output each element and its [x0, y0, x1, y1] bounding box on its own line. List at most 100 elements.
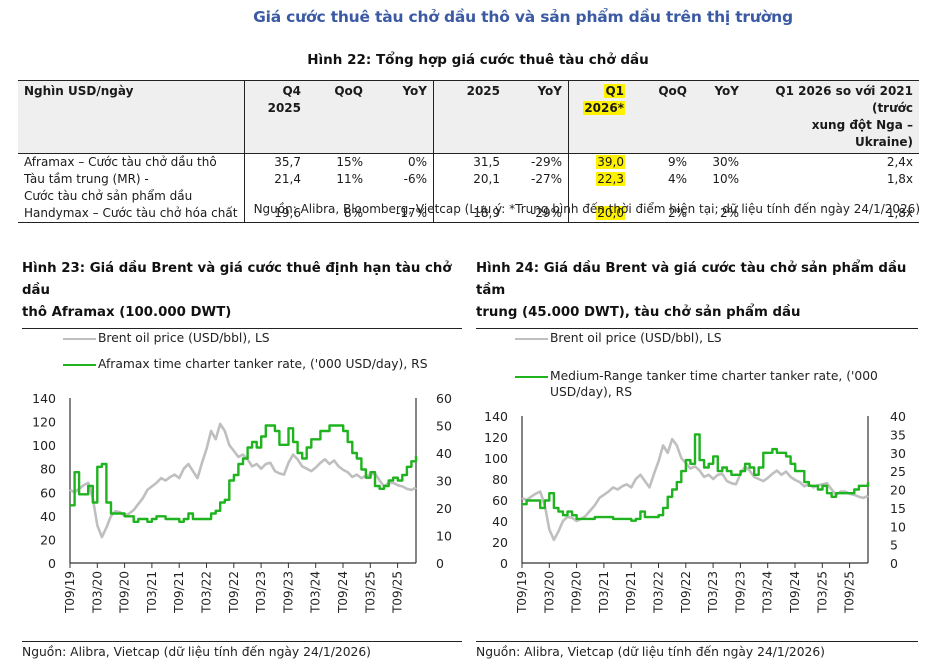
cell-qoq: 11%	[336, 172, 363, 186]
brent-price-line	[69, 422, 417, 539]
left-axis-tick-label: 80	[40, 462, 56, 477]
row-name: Tàu tầm trung (MR) - Cước tàu chở sản phẩ…	[18, 171, 245, 205]
header-q1-2026: Q1 2026*	[568, 80, 631, 154]
right-axis-tick-label: 10	[436, 529, 452, 544]
x-axis-tick-label: T03/21	[597, 571, 611, 614]
x-axis-tick-label: T09/24	[788, 571, 802, 614]
figure24-source-rule	[476, 641, 918, 642]
x-axis-tick-label: T03/23	[706, 571, 720, 614]
x-axis-tick-label: T03/20	[90, 571, 104, 614]
cell-2025: 20,1	[473, 172, 500, 186]
cell-qoq: 15%	[336, 155, 363, 169]
table-row: Tàu tầm trung (MR) - Cước tàu chở sản phẩ…	[18, 171, 919, 205]
x-axis-tick-label: T03/21	[145, 571, 159, 614]
cell-q4-2025: 19,6	[244, 205, 307, 223]
header-q1-line2: 2026*	[583, 101, 625, 115]
figure23-footer: Nguồn: Alibra, Vietcap (dữ liệu tính đến…	[22, 641, 462, 659]
cell-yoy-2025: -27%	[506, 171, 569, 205]
x-axis-tick-label: T09/22	[227, 571, 241, 614]
cell-vs-2021: 2,4x	[886, 155, 913, 169]
cell-qoq-q1: 4%	[667, 172, 687, 186]
cell-q1-2026-value: 39,0	[596, 155, 625, 169]
right-axis-tick-label: 40	[436, 446, 452, 461]
x-axis-tick-label: T09/21	[624, 571, 638, 614]
legend-label: Brent oil price (USD/bbl), LS	[98, 331, 270, 345]
legend-swatch-green	[63, 364, 96, 366]
x-axis-tick-label: T03/25	[363, 571, 377, 614]
legend-item-mr: Medium-Range tanker time charter tanker …	[515, 368, 915, 400]
x-axis-tick-label: T09/23	[733, 571, 747, 614]
header-2025: 2025	[433, 80, 506, 154]
figure24-footer: Nguồn: Alibra, Vietcap (dữ liệu tính đến…	[476, 641, 918, 659]
figure24-header: Hình 24: Giá dầu Brent và giá cước tàu c…	[476, 258, 921, 329]
cell-2025: 31,5	[473, 155, 500, 169]
left-axis-tick-label: 60	[492, 493, 508, 508]
left-axis-tick-label: 80	[492, 472, 508, 487]
x-axis-tick-label: T09/20	[570, 571, 584, 614]
row-name-line2: Cước tàu chở sản phẩm dầu	[24, 189, 193, 203]
right-axis-tick-label: 40	[890, 409, 906, 424]
cell-qoq-q1: 2%	[631, 205, 693, 223]
cell-q1-2026: 39,0	[569, 154, 632, 172]
cell-yoy-2025: -29%	[506, 153, 569, 171]
header-q1-line1: Q1	[604, 84, 625, 98]
right-axis-tick-label: 5	[890, 538, 898, 553]
right-axis-tick-label: 20	[890, 483, 906, 498]
right-axis-tick-label: 25	[890, 464, 906, 479]
cell-yoy: -6%	[369, 171, 434, 205]
x-axis-tick-label: T03/24	[761, 571, 775, 614]
legend-item-aframax: Aframax time charter tanker rate, ('000 …	[63, 356, 463, 372]
legend-label: Aframax time charter tanker rate, ('000 …	[98, 357, 428, 371]
figure23-title-line2: thô Aframax (100.000 DWT)	[22, 305, 232, 320]
left-axis-tick-label: 140	[484, 409, 508, 424]
table-row: Handymax – Cước tàu chở hóa chất 19,6 8%…	[18, 205, 919, 223]
right-axis-tick-label: 30	[436, 474, 452, 489]
header-unit: Nghìn USD/ngày	[18, 80, 245, 154]
right-axis-tick-label: 15	[890, 501, 906, 516]
legend-item-brent: Brent oil price (USD/bbl), LS	[515, 330, 915, 346]
left-axis-tick-label: 20	[40, 532, 56, 547]
left-axis-tick-label: 0	[48, 556, 56, 571]
right-axis-tick-label: 10	[890, 519, 906, 534]
right-axis-tick-label: 60	[436, 391, 452, 406]
cell-q1-2026-value: 22,3	[596, 172, 625, 186]
figure22-title: Hình 22: Tổng hợp giá cước thuê tàu chở …	[307, 52, 649, 68]
cell-yoy-q1: 30%	[712, 155, 739, 169]
row-name: Handymax – Cước tàu chở hóa chất	[18, 205, 245, 223]
left-axis-tick-label: 60	[40, 485, 56, 500]
header-vs2021-line1: Q1 2026 so với 2021 (trước	[775, 84, 913, 115]
x-axis-tick-label: T09/20	[118, 571, 132, 614]
header-unit-text: Nghìn USD/ngày	[24, 84, 134, 98]
left-axis-tick-label: 40	[40, 509, 56, 524]
header-vs-2021: Q1 2026 so với 2021 (trước xung đột Nga –…	[745, 80, 919, 154]
cell-2025: 18,9	[433, 205, 506, 223]
table-row: Aframax – Cước tàu chở dầu thô 35,7 15% …	[18, 153, 919, 172]
right-axis-tick-label: 0	[890, 556, 898, 571]
cell-q4-2025: 35,7	[274, 155, 301, 169]
tanker-rate-line	[522, 433, 870, 522]
x-axis-tick-label: T03/23	[254, 571, 268, 614]
cell-yoy: -17%	[369, 205, 434, 223]
cell-vs-2021: 1,8x	[886, 172, 913, 186]
right-axis-tick-label: 30	[890, 446, 906, 461]
cell-q1-2026-value: 20,0	[596, 206, 625, 220]
x-axis-tick-label: T03/22	[652, 571, 666, 614]
x-axis-tick-label: T09/23	[281, 571, 295, 614]
left-axis-tick-label: 120	[484, 430, 508, 445]
cell-qoq-q1: 9%	[667, 155, 687, 169]
cell-qoq: 8%	[307, 205, 369, 223]
header-vs2021-line2: xung đột Nga – Ukraine)	[811, 118, 913, 149]
legend-label: Brent oil price (USD/bbl), LS	[550, 331, 722, 345]
legend-swatch-green	[515, 376, 548, 378]
figure23-header: Hình 23: Giá dầu Brent và giá cước thuê …	[22, 258, 462, 329]
figure23-chart: 0 20 40 60 80 100 120 140 0 10 20 30 40 50 60 T09/19 T03…	[32, 391, 452, 614]
x-axis-tick-label: T03/20	[542, 571, 556, 614]
legend-swatch-gray	[515, 338, 548, 340]
figure23-title-rule	[22, 328, 462, 329]
cell-vs-2021: 1,8x	[745, 205, 919, 223]
left-axis-tick-label: 100	[32, 438, 56, 453]
figure23-source: Nguồn: Alibra, Vietcap (dữ liệu tính đến…	[22, 645, 371, 659]
header-yoy: YoY	[369, 80, 434, 154]
right-axis-tick-label: 20	[436, 501, 452, 516]
right-axis-tick-label: 0	[436, 556, 444, 571]
